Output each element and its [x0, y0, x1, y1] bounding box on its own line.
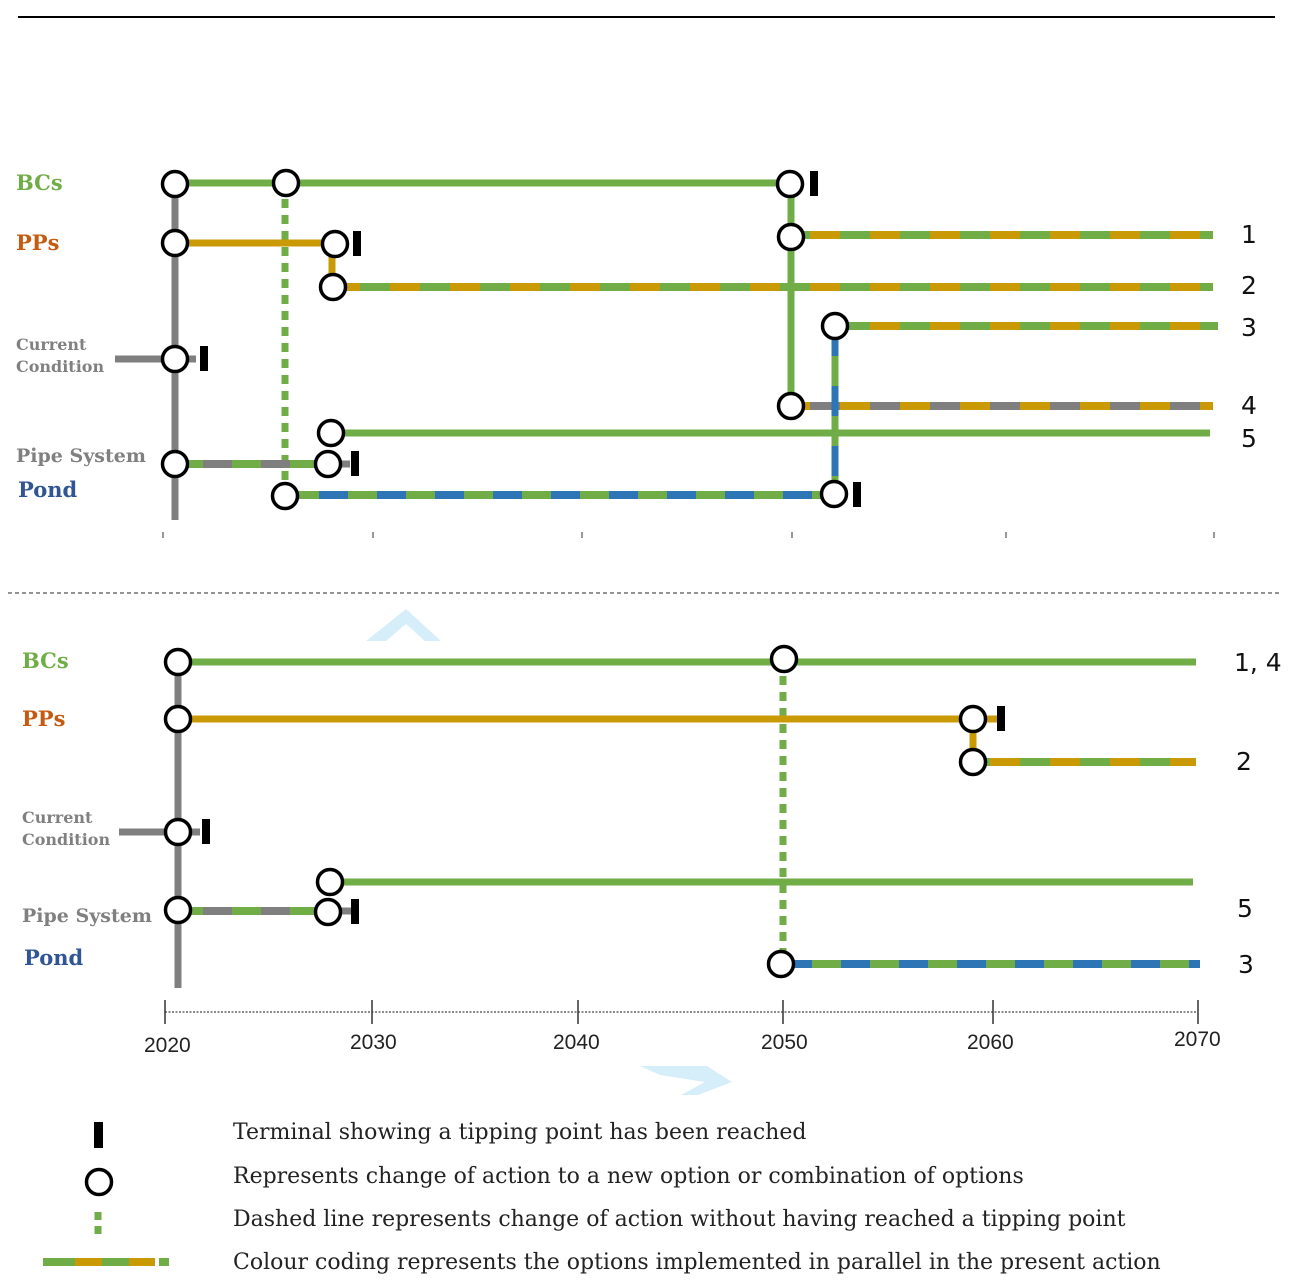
- pathway-number: 4: [1241, 391, 1257, 420]
- legend-text: Represents change of action to a new opt…: [233, 1164, 1024, 1189]
- pathway-number: 2: [1241, 271, 1257, 300]
- pond-line: [285, 491, 835, 499]
- pipe-system-line: [178, 907, 328, 915]
- pathway-number: 5: [1241, 424, 1257, 453]
- node-circle-icon: [819, 479, 849, 509]
- time-axis: 2020 2030 2040 2050 2060 2070: [144, 1000, 1221, 1057]
- row-label-pps: PPs: [16, 230, 59, 255]
- node-circle-icon: [820, 311, 850, 341]
- pathway-number: 3: [1238, 950, 1254, 979]
- node-circle-icon: [318, 272, 348, 302]
- node-circle-icon: [313, 897, 343, 927]
- node-circle-icon: [163, 704, 193, 734]
- node-circle-icon: [270, 481, 300, 511]
- terminal-icon: [810, 171, 818, 196]
- pathway-2-line: [333, 283, 1213, 291]
- axis-tick-label: 2020: [144, 1034, 191, 1057]
- circle-node-icon: [84, 1167, 114, 1197]
- terminal-icon: [997, 706, 1005, 731]
- terminal-icon: [94, 1122, 103, 1148]
- node-circle-icon: [313, 449, 343, 479]
- watermark-mark: [366, 609, 441, 641]
- row-label-pond: Pond: [24, 945, 84, 970]
- node-circle-icon: [316, 418, 346, 448]
- node-circle-icon: [315, 867, 345, 897]
- top-panel: BCs PPs Current Condition Pipe System Po…: [16, 168, 1257, 538]
- terminal-icon: [200, 346, 208, 371]
- axis-tick-label: 2050: [761, 1031, 808, 1054]
- axis-tick-label: 2030: [350, 1031, 397, 1054]
- pathway-3-line: [781, 960, 1200, 968]
- bottom-panel: BCs PPs Current Condition Pipe System Po…: [22, 644, 1282, 988]
- pathway-1-line: [791, 231, 1213, 239]
- row-label-current-1: Current: [16, 335, 87, 354]
- legend: Terminal showing a tipping point has bee…: [43, 1120, 1161, 1275]
- legend-text: Colour coding represents the options imp…: [233, 1250, 1161, 1275]
- node-circle-icon: [163, 647, 193, 677]
- node-circle-icon: [320, 229, 350, 259]
- row-label-current-1: Current: [22, 808, 93, 827]
- node-circle-icon: [958, 747, 988, 777]
- node-circle-icon: [271, 168, 301, 198]
- watermark-mark: [640, 1066, 732, 1095]
- pathway-number: 1, 4: [1234, 648, 1282, 677]
- terminal-icon: [853, 482, 861, 507]
- row-label-pipe-system: Pipe System: [22, 905, 152, 927]
- row-label-current-2: Condition: [22, 830, 110, 849]
- legend-text: Terminal showing a tipping point has bee…: [233, 1120, 806, 1145]
- pipe-system-line: [175, 460, 327, 468]
- legend-text: Dashed line represents change of action …: [233, 1207, 1126, 1232]
- node-circle-icon: [766, 949, 796, 979]
- pathway-number: 2: [1236, 747, 1252, 776]
- row-label-pps: PPs: [22, 706, 65, 731]
- node-circle-icon: [163, 895, 193, 925]
- row-label-current-2: Condition: [16, 357, 104, 376]
- axis-tick-label: 2070: [1174, 1028, 1221, 1051]
- node-circle-icon: [776, 222, 806, 252]
- node-circle-icon: [160, 228, 190, 258]
- terminal-icon: [351, 451, 359, 476]
- pathway-2-line: [973, 758, 1196, 766]
- node-circle-icon: [160, 344, 190, 374]
- colour-coding-icon: [43, 1258, 169, 1266]
- node-circle-icon: [958, 704, 988, 734]
- row-label-bcs: BCs: [16, 170, 63, 195]
- pathway-number: 1: [1241, 220, 1257, 249]
- pathway-3-line: [835, 322, 1218, 330]
- row-label-bcs: BCs: [22, 648, 69, 673]
- node-circle-icon: [163, 817, 193, 847]
- terminal-icon: [351, 899, 359, 924]
- node-circle-icon: [160, 169, 190, 199]
- node-circle-icon: [775, 169, 805, 199]
- row-label-pipe-system: Pipe System: [16, 445, 146, 467]
- pathway-4-line: [791, 402, 1213, 410]
- node-circle-icon: [776, 391, 806, 421]
- axis-tick-label: 2060: [967, 1031, 1014, 1054]
- pathway-number: 3: [1241, 313, 1257, 342]
- terminal-icon: [202, 819, 210, 844]
- row-label-pond: Pond: [18, 477, 78, 502]
- axis-tick-label: 2040: [553, 1031, 600, 1054]
- node-circle-icon: [160, 449, 190, 479]
- pathway-number: 5: [1237, 894, 1253, 923]
- node-circle-icon: [769, 644, 799, 674]
- terminal-icon: [353, 231, 361, 256]
